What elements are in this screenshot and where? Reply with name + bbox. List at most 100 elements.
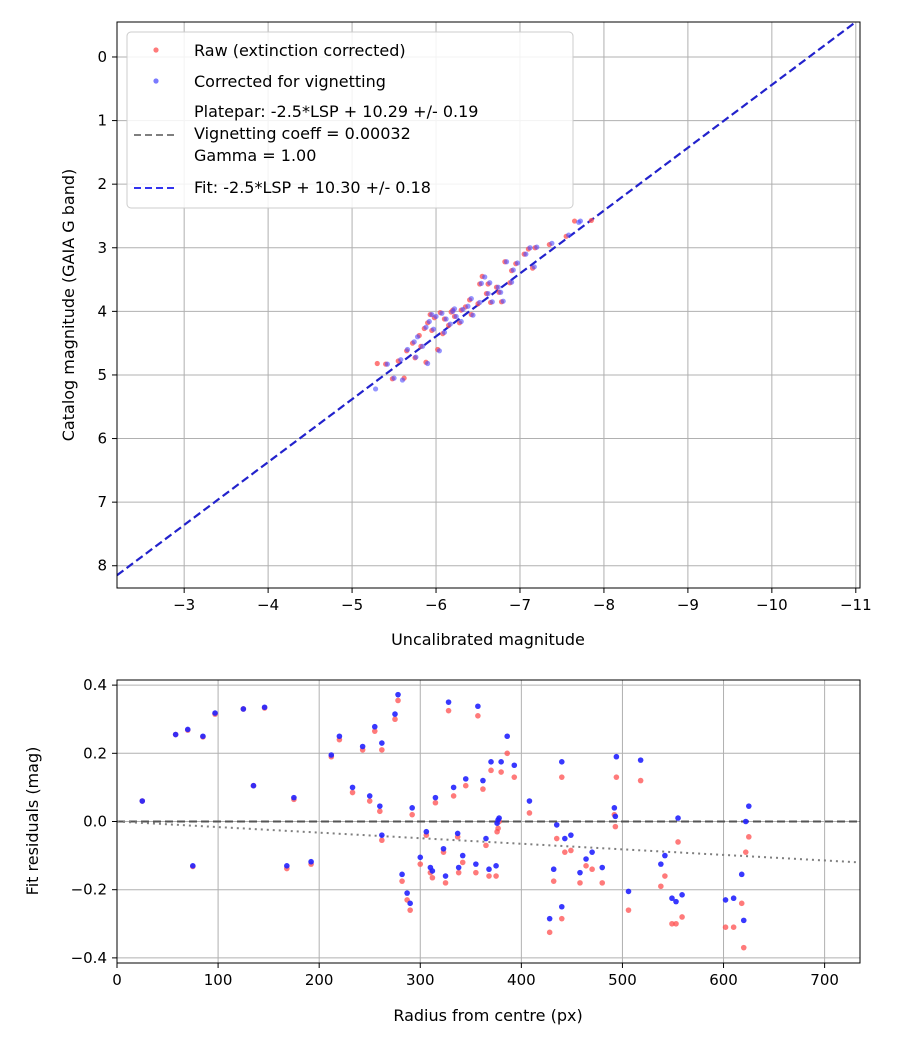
bottom-data-point bbox=[577, 869, 583, 876]
bottom-data-point bbox=[473, 861, 479, 867]
top-data-point bbox=[374, 360, 380, 367]
bottom-data-point bbox=[558, 759, 565, 765]
top-data-point bbox=[487, 280, 493, 286]
legend-raw-label: Raw (extinction corrected) bbox=[194, 41, 406, 60]
bottom-data-point bbox=[379, 740, 385, 746]
bottom-data-point bbox=[613, 774, 620, 780]
top-y-tick-label: 2 bbox=[97, 175, 107, 193]
top-y-tick-label: 7 bbox=[97, 493, 107, 511]
bottom-data-point bbox=[455, 869, 462, 876]
bottom-data-point bbox=[475, 713, 481, 719]
bottom-data-point bbox=[658, 883, 664, 890]
bottom-data-point bbox=[486, 873, 492, 879]
top-x-tick-label: −9 bbox=[677, 596, 699, 614]
bottom-data-point bbox=[730, 895, 737, 902]
top-data-point bbox=[447, 321, 453, 327]
top-data-point bbox=[478, 280, 484, 286]
top-data-point bbox=[413, 354, 419, 360]
bottom-data-point bbox=[409, 811, 415, 818]
top-data-point bbox=[384, 361, 390, 367]
top-series-1 bbox=[372, 218, 584, 392]
top-data-points bbox=[372, 217, 594, 392]
bottom-data-point bbox=[496, 815, 502, 821]
bottom-data-point bbox=[392, 711, 398, 717]
bottom-data-points bbox=[139, 691, 752, 951]
legend-corrected-marker bbox=[153, 78, 159, 84]
bottom-series-1 bbox=[139, 691, 752, 924]
top-data-point bbox=[451, 306, 458, 312]
top-fit-lines bbox=[117, 22, 858, 577]
bottom-data-point bbox=[429, 868, 436, 874]
top-x-tick-label: −4 bbox=[257, 596, 279, 614]
top-data-point bbox=[411, 339, 417, 345]
top-data-point bbox=[439, 310, 445, 316]
bottom-data-point bbox=[488, 767, 494, 774]
top-y-tick-label: 6 bbox=[97, 430, 107, 448]
bottom-y-tick-label: 0.2 bbox=[83, 744, 107, 762]
bottom-data-point bbox=[483, 835, 489, 842]
bottom-data-point bbox=[200, 733, 206, 740]
top-data-point bbox=[503, 259, 510, 265]
bottom-data-point bbox=[349, 784, 356, 791]
bottom-data-point bbox=[673, 898, 679, 905]
bottom-data-point bbox=[550, 878, 557, 884]
top-data-point bbox=[510, 267, 516, 273]
bottom-data-point bbox=[742, 818, 749, 825]
bottom-data-point bbox=[417, 861, 424, 867]
bottom-data-point bbox=[669, 895, 675, 902]
bottom-x-tick-label: 400 bbox=[507, 971, 536, 989]
top-data-point bbox=[423, 324, 429, 330]
top-data-point bbox=[398, 357, 404, 363]
top-y-tick-label: 1 bbox=[97, 112, 107, 130]
bottom-data-point bbox=[399, 871, 405, 878]
bottom-data-point bbox=[459, 852, 466, 859]
bottom-x-tick-label: 600 bbox=[709, 971, 738, 989]
bottom-reference-lines bbox=[117, 820, 860, 864]
top-data-point bbox=[436, 348, 442, 354]
bottom-data-point bbox=[740, 944, 747, 951]
top-data-point bbox=[514, 260, 521, 266]
bottom-data-point bbox=[746, 834, 752, 840]
bottom-data-point bbox=[359, 743, 366, 750]
bottom-data-point bbox=[546, 929, 553, 936]
bottom-data-point bbox=[240, 706, 247, 712]
top-data-point bbox=[588, 217, 594, 224]
bottom-data-point bbox=[442, 873, 449, 879]
bottom-data-point bbox=[377, 808, 383, 815]
bottom-data-point bbox=[445, 707, 452, 714]
bottom-data-point bbox=[746, 803, 752, 809]
bottom-data-point bbox=[392, 716, 398, 723]
top-data-point bbox=[430, 326, 437, 332]
bottom-y-tick-label: 0.4 bbox=[83, 676, 107, 694]
bottom-data-point bbox=[407, 907, 413, 913]
bottom-data-point bbox=[493, 863, 499, 869]
bottom-data-point bbox=[498, 769, 504, 775]
bottom-data-point bbox=[583, 863, 589, 869]
bottom-data-point bbox=[379, 832, 385, 838]
top-x-tick-label: −8 bbox=[593, 596, 615, 614]
bottom-data-point bbox=[599, 880, 606, 886]
bottom-data-point bbox=[395, 697, 401, 704]
bottom-data-point bbox=[488, 759, 494, 765]
bottom-data-point bbox=[562, 849, 568, 855]
top-plot-frame bbox=[116, 21, 861, 589]
legend-platepar-label-line-1: Platepar: -2.5*LSP + 10.29 +/- 0.19 bbox=[194, 102, 478, 121]
bottom-data-point bbox=[404, 890, 410, 896]
bottom-data-point bbox=[738, 871, 745, 878]
bottom-x-tick-label: 500 bbox=[608, 971, 637, 989]
bottom-data-point bbox=[379, 747, 385, 753]
bottom-x-tick-label: 0 bbox=[112, 971, 122, 989]
bottom-data-point bbox=[377, 803, 383, 809]
top-data-point bbox=[426, 318, 432, 325]
bottom-data-point bbox=[440, 845, 447, 852]
bottom-data-point bbox=[673, 920, 679, 927]
bottom-data-point bbox=[558, 774, 565, 780]
top-data-point bbox=[443, 316, 449, 322]
top-data-point bbox=[498, 289, 504, 295]
top-data-point bbox=[495, 284, 501, 290]
bottom-data-point bbox=[212, 710, 218, 716]
legend-box bbox=[126, 31, 574, 209]
residuals-chart: 0 100 200 300 400 500 600 7000.40.20.0−0.2−0.4 … bbox=[23, 676, 861, 1025]
bottom-data-point bbox=[261, 704, 268, 711]
top-data-point bbox=[425, 360, 431, 367]
